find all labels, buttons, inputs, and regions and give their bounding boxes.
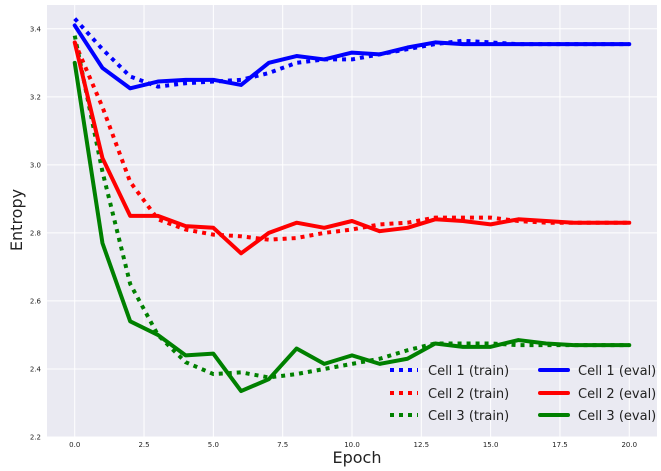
y-tick-label: 2.2	[30, 434, 41, 442]
x-axis-title: Epoch	[333, 448, 382, 467]
x-tick-label: 15.0	[483, 441, 499, 449]
series-line-cell-3-eval	[72, 60, 632, 394]
y-tick-label: 2.8	[30, 229, 41, 237]
legend-label: Cell 1 (eval)	[578, 364, 656, 379]
legend-label: Cell 2 (train)	[428, 387, 509, 402]
y-tick-label: 2.6	[30, 297, 42, 305]
x-tick-label: 0.0	[69, 441, 80, 449]
y-tick-label: 2.4	[30, 365, 42, 373]
legend-label: Cell 3 (train)	[428, 409, 509, 424]
x-tick-label: 20.0	[621, 441, 637, 449]
series-line-cell-1-eval	[72, 23, 632, 91]
y-axis-title: Entropy	[7, 189, 26, 251]
x-tick-label: 2.5	[138, 441, 149, 449]
series-layer	[72, 17, 632, 394]
tick-labels: 0.0 2.5 5.0 7.5 10.0 12.5 15.0 17.5 20.0 2.2 2.4 2.…	[30, 25, 637, 449]
legend: Cell 1 (train) Cell 2 (train) Cell 3 (trai…	[390, 364, 656, 424]
y-tick-label: 3.0	[30, 161, 41, 169]
y-tick-label: 3.2	[30, 93, 41, 101]
series-line-cell-2-eval	[72, 40, 632, 256]
legend-label: Cell 3 (eval)	[578, 409, 656, 424]
series-line-cell-1-train	[73, 17, 630, 89]
y-tick-label: 3.4	[30, 25, 42, 33]
legend-label: Cell 1 (train)	[428, 364, 509, 379]
x-tick-label: 17.5	[552, 441, 568, 449]
x-tick-label: 7.5	[277, 441, 288, 449]
x-tick-label: 5.0	[208, 441, 219, 449]
legend-label: Cell 2 (eval)	[578, 387, 656, 402]
x-tick-label: 12.5	[414, 441, 430, 449]
x-tick-label: 10.0	[344, 441, 360, 449]
